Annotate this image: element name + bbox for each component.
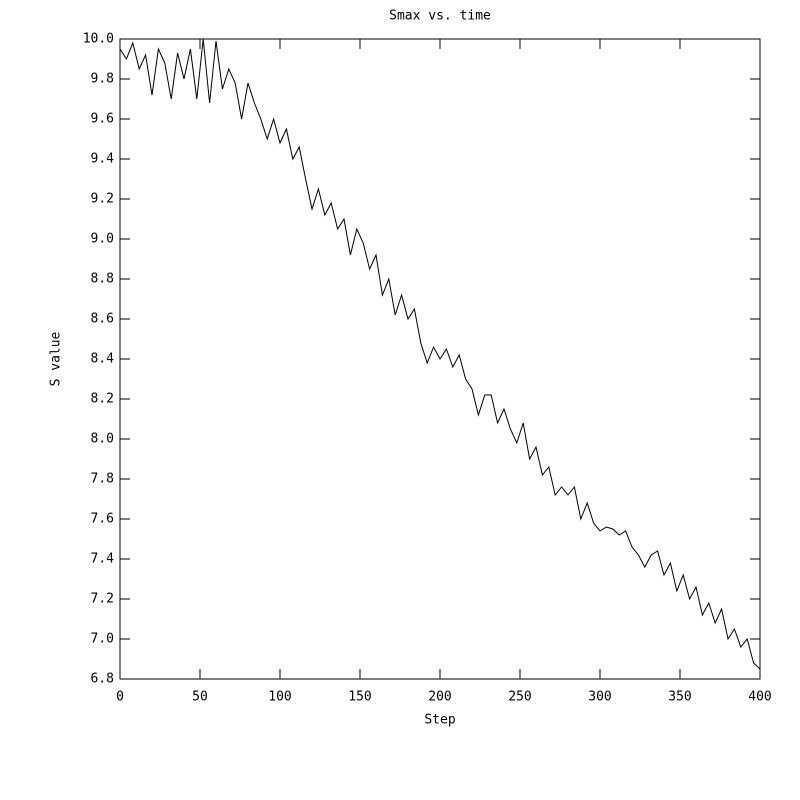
x-tick-label: 300 xyxy=(588,690,611,705)
y-tick-label: 7.8 xyxy=(91,472,114,487)
y-tick-label: 9.8 xyxy=(91,72,114,87)
y-tick-label: 8.6 xyxy=(91,312,114,327)
x-tick-label: 150 xyxy=(348,690,371,705)
y-tick-label: 8.8 xyxy=(91,272,114,287)
y-tick-label: 7.0 xyxy=(91,632,114,647)
x-tick-label: 400 xyxy=(748,690,771,705)
y-axis-label: S value xyxy=(49,331,64,386)
y-tick-label: 6.8 xyxy=(91,672,114,687)
x-axis-label: Step xyxy=(424,713,455,728)
y-tick-label: 9.4 xyxy=(91,152,115,167)
x-tick-label: 0 xyxy=(116,690,124,705)
y-tick-label: 8.2 xyxy=(91,392,114,407)
y-tick-label: 9.2 xyxy=(91,192,114,207)
x-tick-label: 200 xyxy=(428,690,451,705)
y-tick-label: 7.4 xyxy=(91,552,115,567)
x-tick-label: 50 xyxy=(192,690,208,705)
x-tick-label: 250 xyxy=(508,690,531,705)
x-tick-label: 350 xyxy=(668,690,691,705)
y-tick-label: 8.0 xyxy=(91,432,114,447)
data-line xyxy=(119,38,761,670)
y-tick-label: 9.6 xyxy=(91,112,114,127)
y-tick-label: 7.6 xyxy=(91,512,114,527)
chart-title: Smax vs. time xyxy=(389,9,491,24)
y-tick-label: 7.2 xyxy=(91,592,114,607)
y-tick-label: 10.0 xyxy=(83,32,114,47)
y-tick-label: 9.0 xyxy=(91,232,114,247)
y-tick-label: 8.4 xyxy=(91,352,115,367)
x-tick-label: 100 xyxy=(268,690,291,705)
